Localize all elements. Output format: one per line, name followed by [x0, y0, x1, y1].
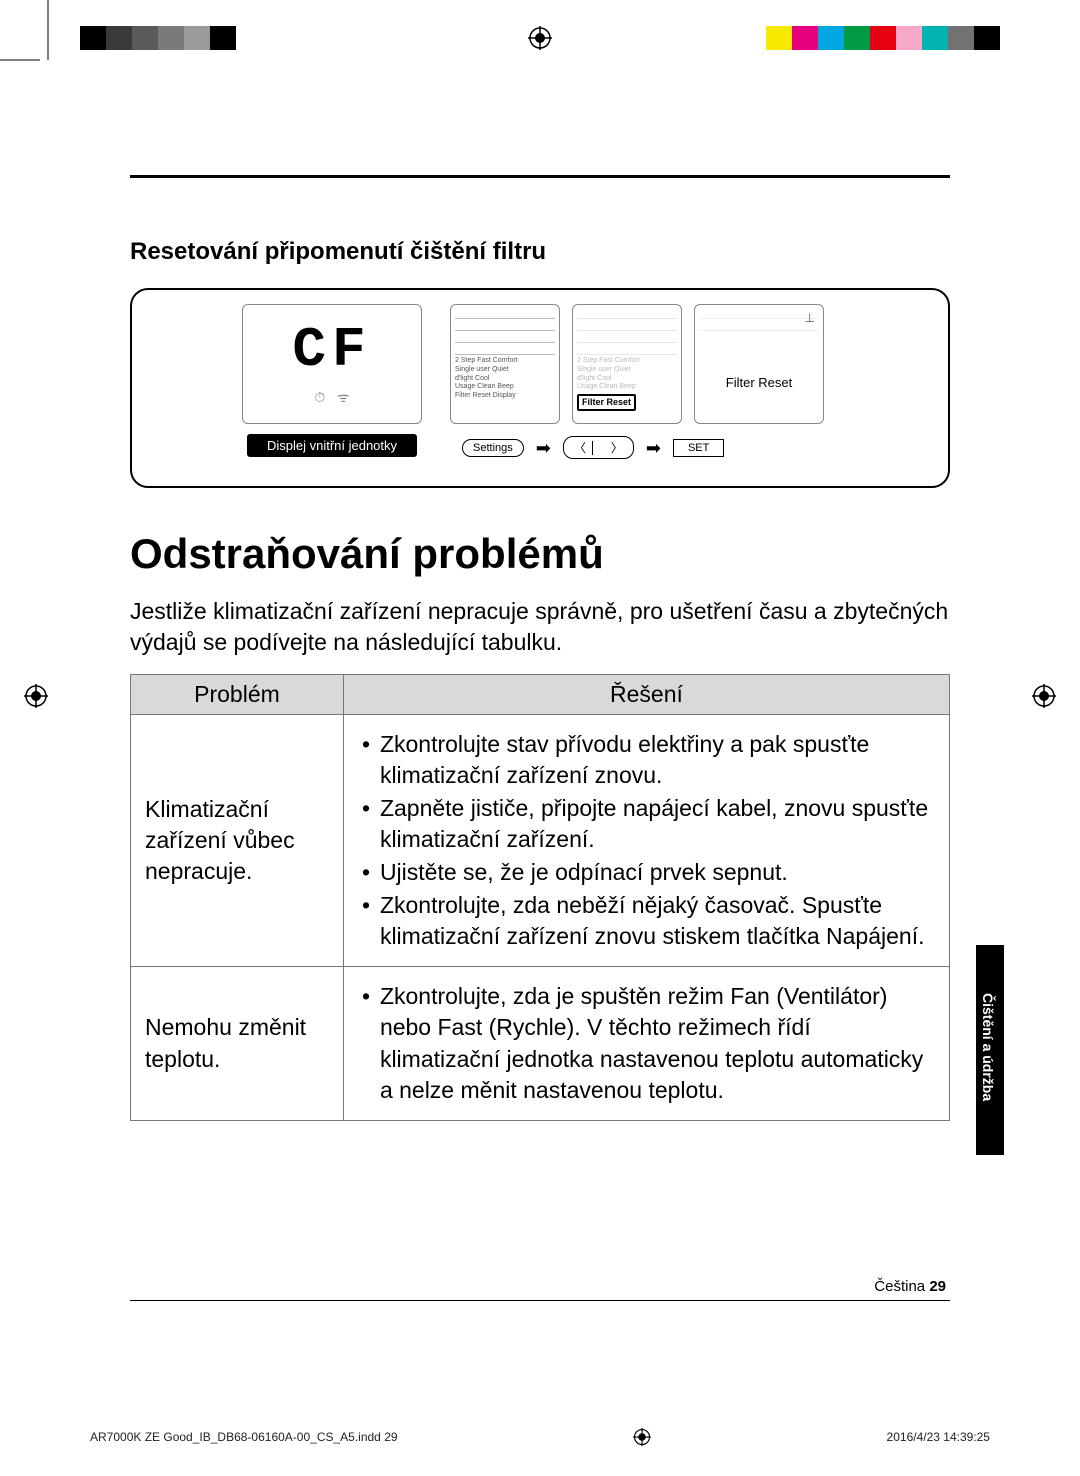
print-footer: AR7000K ZE Good_IB_DB68-06160A-00_CS_A5.… — [90, 1428, 990, 1446]
table-header-solution: Řešení — [343, 675, 949, 715]
section-title: Resetování připomenutí čištění filtru — [130, 238, 950, 266]
problem-cell: Klimatizační zařízení vůbec nepracuje. — [131, 715, 344, 967]
remote-option-line: 2 Step Fast Comfort — [455, 357, 555, 366]
color-swatch — [766, 26, 792, 50]
remote-screen-confirm: ⊥ Filter Reset — [694, 304, 824, 424]
color-swatch — [184, 26, 210, 50]
table-row: Klimatizační zařízení vůbec nepracuje.Zk… — [131, 715, 950, 967]
main-heading: Odstraňování problémů — [130, 530, 950, 578]
solution-cell: Zkontrolujte stav přívodu elektřiny a pa… — [343, 715, 949, 967]
indoor-unit-display: CF ⏱ ᯤ — [242, 304, 422, 424]
intro-text: Jestliže klimatizační zařízení nepracuje… — [130, 596, 950, 658]
color-swatch — [974, 26, 1000, 50]
footer-rule — [130, 1300, 950, 1301]
registration-mark-left — [24, 684, 48, 708]
color-swatch — [210, 26, 236, 50]
side-tab-label: Čištění a údržba — [980, 993, 996, 1101]
filter-reset-highlight: Filter Reset — [577, 394, 636, 411]
solution-item: Zapněte jističe, připojte napájecí kabel… — [358, 793, 935, 855]
settings-button: Settings — [462, 439, 524, 457]
solution-item: Zkontrolujte stav přívodu elektřiny a pa… — [358, 729, 935, 791]
table-row: Nemohu změnit teplotu.Zkontrolujte, zda … — [131, 967, 950, 1120]
solution-item: Ujistěte se, že je odpínací prvek sepnut… — [358, 857, 935, 888]
color-swatch — [792, 26, 818, 50]
color-swatch — [132, 26, 158, 50]
color-swatch — [896, 26, 922, 50]
button-flow: Settings ➡ 〈 〉 ➡ SET — [462, 436, 724, 459]
solution-item: Zkontrolujte, zda neběží nějaký časovač.… — [358, 890, 935, 952]
color-swatch — [844, 26, 870, 50]
registration-mark-top — [528, 26, 552, 50]
indoor-unit-display-label: Displej vnitřní jednotky — [247, 434, 417, 457]
filter-reset-diagram: CF ⏱ ᯤ Displej vnitřní jednotky 2 Step F… — [130, 288, 950, 488]
print-time: 2016/4/23 14:39:25 — [887, 1430, 990, 1444]
nav-arrows: 〈 〉 — [563, 436, 634, 459]
top-rule — [130, 175, 950, 178]
nav-right-icon: 〉 — [605, 439, 629, 456]
arrow-icon: ➡ — [646, 439, 661, 457]
print-file: AR7000K ZE Good_IB_DB68-06160A-00_CS_A5.… — [90, 1430, 398, 1444]
lcd-icons: ⏱ ᯤ — [314, 388, 349, 407]
color-swatch — [158, 26, 184, 50]
remote-option-line: Single user Quiet — [455, 366, 555, 375]
color-swatch — [80, 26, 106, 50]
remote-screen-highlight: 2 Step Fast Comfort Single user Quiet d'… — [572, 304, 682, 424]
color-swatch — [948, 26, 974, 50]
lcd-code: CF — [292, 322, 371, 378]
set-button: SET — [673, 439, 724, 457]
color-swatch — [922, 26, 948, 50]
color-swatch — [870, 26, 896, 50]
remote-option-line: Filter Reset Display — [455, 392, 555, 401]
section-side-tab: Čištění a údržba — [976, 945, 1004, 1155]
problem-cell: Nemohu změnit teplotu. — [131, 967, 344, 1120]
registration-mark-bottom — [633, 1428, 651, 1446]
color-swatch — [818, 26, 844, 50]
registration-mark-right — [1032, 684, 1056, 708]
remote-option-line: d'light Cool — [455, 375, 555, 384]
filter-reset-text: Filter Reset — [699, 375, 819, 391]
nav-left-icon: 〈 — [568, 439, 592, 456]
page-language: Čeština 29 — [874, 1278, 946, 1295]
solution-item: Zkontrolujte, zda je spuštěn režim Fan (… — [358, 981, 935, 1105]
remote-screen-options: 2 Step Fast ComfortSingle user Quietd'li… — [450, 304, 560, 424]
color-swatch — [106, 26, 132, 50]
solution-cell: Zkontrolujte, zda je spuštěn režim Fan (… — [343, 967, 949, 1120]
troubleshooting-table: Problém Řešení Klimatizační zařízení vůb… — [130, 674, 950, 1121]
remote-option-line: Usage Clean Beep — [455, 383, 555, 392]
table-header-problem: Problém — [131, 675, 344, 715]
arrow-icon: ➡ — [536, 439, 551, 457]
